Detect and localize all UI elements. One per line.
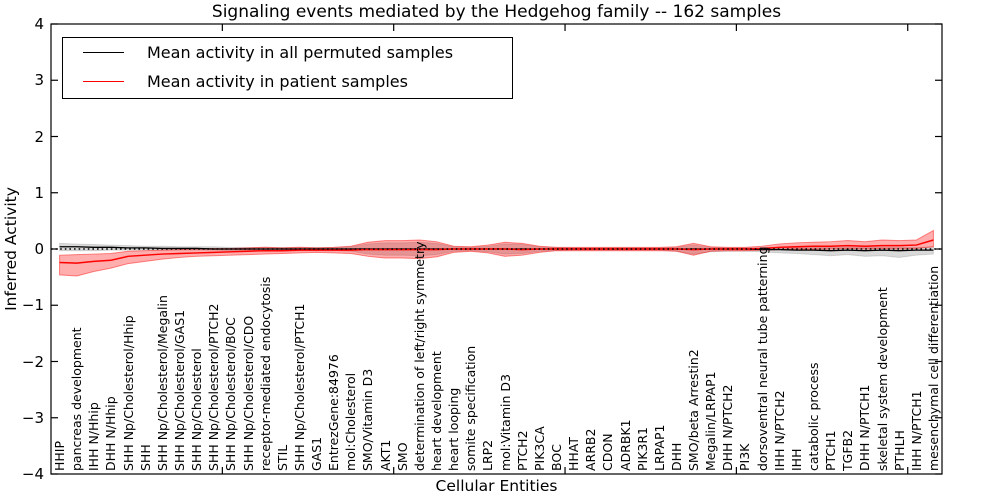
legend-entry-patient: Mean activity in patient samples (63, 67, 512, 96)
legend-black-line-icon (83, 52, 124, 53)
legend-red-line-icon (83, 81, 124, 82)
chart-title: Signaling events mediated by the Hedgeho… (211, 2, 782, 22)
legend-entry-permuted: Mean activity in all permuted samples (63, 38, 512, 67)
mean-line-series-1 (59, 239, 934, 264)
x-axis-label: Cellular Entities (435, 477, 558, 495)
legend-label-permuted: Mean activity in all permuted samples (147, 43, 454, 62)
band-series-0 (59, 241, 934, 258)
band-series-1 (59, 229, 934, 277)
y-axis-label: Inferred Activity (2, 187, 20, 311)
legend: Mean activity in all permuted samples Me… (62, 37, 513, 99)
legend-label-patient: Mean activity in patient samples (147, 72, 408, 91)
